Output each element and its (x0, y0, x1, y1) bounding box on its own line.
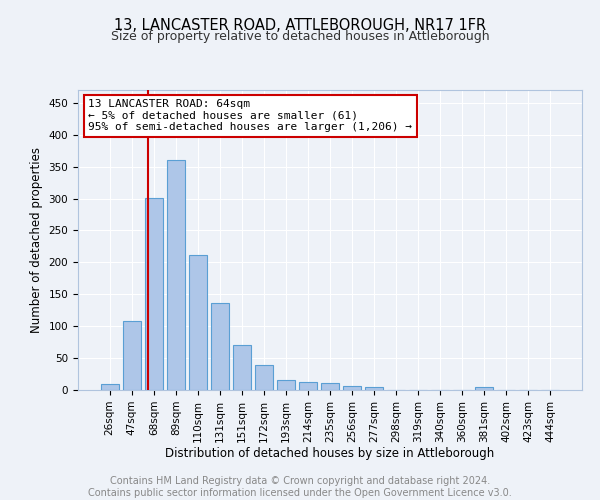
Bar (255, 365, 273, 390)
Bar (277, 380, 295, 390)
Bar (343, 386, 361, 390)
Bar (189, 254, 206, 390)
Bar (145, 198, 163, 390)
Bar (321, 383, 339, 390)
Bar (211, 303, 229, 390)
Bar (101, 384, 119, 390)
Bar (299, 382, 317, 390)
Bar (167, 160, 185, 390)
Text: Contains HM Land Registry data © Crown copyright and database right 2024.
Contai: Contains HM Land Registry data © Crown c… (88, 476, 512, 498)
Text: 13, LANCASTER ROAD, ATTLEBOROUGH, NR17 1FR: 13, LANCASTER ROAD, ATTLEBOROUGH, NR17 1… (114, 18, 486, 32)
Bar (475, 387, 493, 390)
Bar (365, 387, 383, 390)
Bar (123, 321, 140, 390)
Y-axis label: Number of detached properties: Number of detached properties (30, 147, 43, 333)
X-axis label: Distribution of detached houses by size in Attleborough: Distribution of detached houses by size … (166, 448, 494, 460)
Text: 13 LANCASTER ROAD: 64sqm
← 5% of detached houses are smaller (61)
95% of semi-de: 13 LANCASTER ROAD: 64sqm ← 5% of detache… (88, 99, 412, 132)
Bar (233, 346, 251, 390)
Text: Size of property relative to detached houses in Attleborough: Size of property relative to detached ho… (110, 30, 490, 43)
